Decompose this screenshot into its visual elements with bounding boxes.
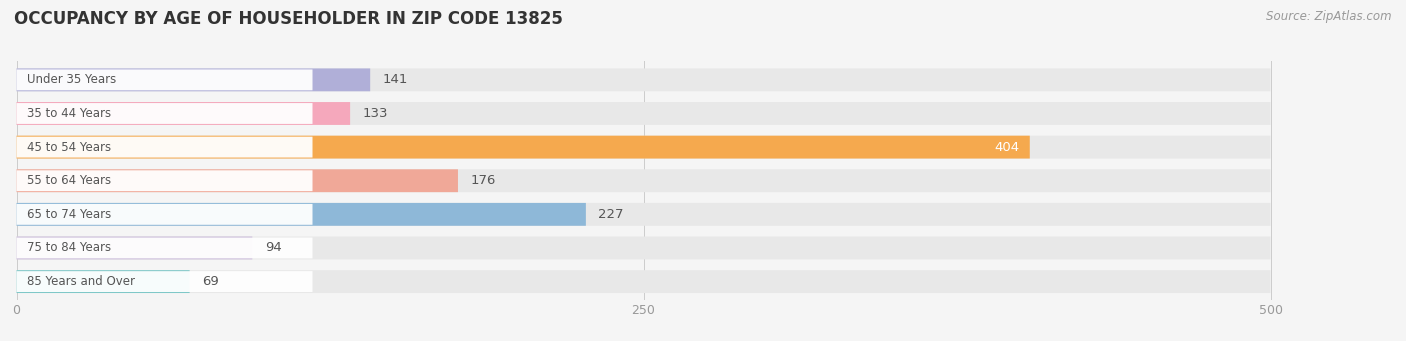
FancyBboxPatch shape — [17, 137, 312, 158]
FancyBboxPatch shape — [17, 270, 190, 293]
Text: 45 to 54 Years: 45 to 54 Years — [27, 140, 111, 153]
Text: 65 to 74 Years: 65 to 74 Years — [27, 208, 111, 221]
FancyBboxPatch shape — [17, 270, 1271, 293]
FancyBboxPatch shape — [17, 102, 350, 125]
Text: 75 to 84 Years: 75 to 84 Years — [27, 241, 111, 254]
FancyBboxPatch shape — [17, 69, 370, 91]
Text: Source: ZipAtlas.com: Source: ZipAtlas.com — [1267, 10, 1392, 23]
FancyBboxPatch shape — [17, 69, 1271, 91]
Text: 94: 94 — [264, 241, 281, 254]
FancyBboxPatch shape — [17, 237, 1271, 260]
FancyBboxPatch shape — [17, 203, 586, 226]
Text: 141: 141 — [382, 73, 408, 86]
FancyBboxPatch shape — [17, 169, 1271, 192]
FancyBboxPatch shape — [17, 102, 1271, 125]
FancyBboxPatch shape — [17, 103, 312, 124]
Text: 85 Years and Over: 85 Years and Over — [27, 275, 135, 288]
FancyBboxPatch shape — [17, 204, 312, 225]
Text: OCCUPANCY BY AGE OF HOUSEHOLDER IN ZIP CODE 13825: OCCUPANCY BY AGE OF HOUSEHOLDER IN ZIP C… — [14, 10, 562, 28]
Text: 176: 176 — [471, 174, 496, 187]
FancyBboxPatch shape — [17, 238, 312, 258]
FancyBboxPatch shape — [17, 203, 1271, 226]
FancyBboxPatch shape — [17, 237, 252, 260]
FancyBboxPatch shape — [17, 70, 312, 90]
Text: 227: 227 — [599, 208, 624, 221]
Text: 55 to 64 Years: 55 to 64 Years — [27, 174, 111, 187]
FancyBboxPatch shape — [17, 169, 458, 192]
Text: 133: 133 — [363, 107, 388, 120]
Text: 69: 69 — [202, 275, 219, 288]
FancyBboxPatch shape — [17, 136, 1029, 159]
Text: 404: 404 — [994, 140, 1019, 153]
FancyBboxPatch shape — [17, 136, 1271, 159]
FancyBboxPatch shape — [17, 170, 312, 191]
Text: Under 35 Years: Under 35 Years — [27, 73, 115, 86]
Text: 35 to 44 Years: 35 to 44 Years — [27, 107, 111, 120]
FancyBboxPatch shape — [17, 271, 312, 292]
